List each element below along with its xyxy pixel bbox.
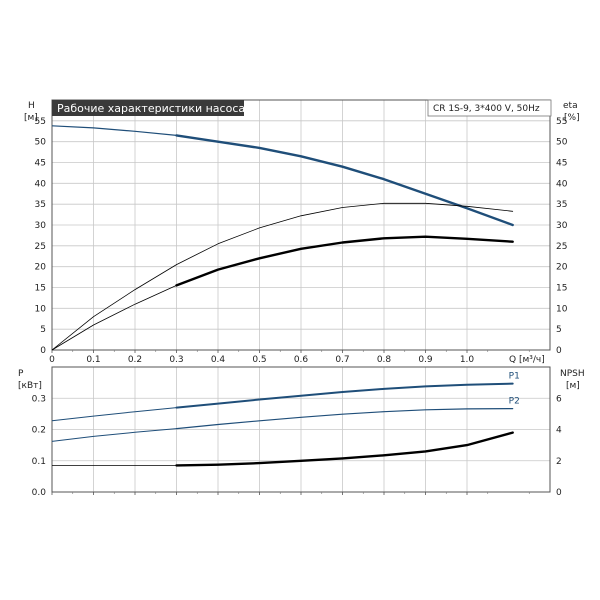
pump-label-box	[427, 99, 552, 117]
lower-right-tick-label: 2	[556, 457, 562, 467]
upper-left-tick-label: 55	[35, 117, 46, 127]
upper-left-tick-label: 30	[35, 221, 47, 231]
x-tick-label: 0.7	[335, 355, 349, 365]
series-line-2-thick	[175, 431, 514, 467]
x-tick-label: 0.9	[418, 355, 433, 365]
chart-title: Рабочие характеристики насоса	[57, 102, 245, 115]
upper-left-tick-label: 20	[35, 263, 47, 273]
upper-left-tick-label: 25	[35, 242, 46, 252]
upper-left-tick-label: 5	[40, 325, 46, 335]
x-tick-label: 0.4	[211, 355, 226, 365]
lower-right-tick-label: 0	[556, 488, 562, 498]
upper-left-tick-label: 15	[35, 284, 46, 294]
lower-left-tick-label: 0.3	[32, 394, 46, 404]
lower-left-tick-label: 0.0	[32, 488, 47, 498]
pump-label: CR 1S-9, 3*400 V, 50Hz	[433, 104, 540, 114]
upper-left-tick-label: 50	[35, 138, 47, 148]
lower-tick-labels: 0.0 0.1 0.2 0.3 0 2 4 6	[32, 394, 562, 498]
title-box	[52, 100, 244, 116]
x-axis-label: Q [м³/ч]	[509, 355, 545, 365]
upper-left-axis-label-1: H	[28, 101, 35, 111]
series-line-2-thick	[175, 235, 514, 287]
upper-right-tick-label: 25	[556, 242, 567, 252]
series-line-0-thick	[175, 382, 514, 409]
upper-right-tick-label: 45	[556, 159, 567, 169]
upper-right-tick-label: 30	[556, 221, 568, 231]
upper-grid	[51, 100, 550, 351]
x-tick-label: 0.6	[294, 355, 309, 365]
upper-series	[51, 125, 514, 351]
upper-left-tick-label: 35	[35, 200, 46, 210]
lower-left-tick-label: 0.1	[32, 457, 46, 467]
lower-left-tick-label: 0.2	[32, 426, 46, 436]
x-tick-label: 0.2	[128, 355, 142, 365]
upper-right-axis-label-2: [%]	[564, 113, 580, 123]
upper-tick-labels: 0 0.1 0.2 0.3 0.4 0.5 0.6 0.7 0.8 0.9 1.00 05 510 101…	[35, 117, 568, 365]
upper-right-tick-label: 55	[556, 117, 567, 127]
lower-grid	[51, 367, 550, 493]
x-tick-label: 0.8	[377, 355, 392, 365]
lower-series: P1 P2	[51, 372, 520, 467]
upper-right-axis-label-1: eta	[563, 101, 578, 111]
lower-left-axis-label-1: P	[18, 369, 24, 379]
lower-right-tick-label: 4	[556, 426, 562, 436]
series-line-2-thin	[51, 285, 177, 351]
lower-left-axis-label-2: [кВт]	[18, 381, 42, 391]
lower-right-tick-label: 6	[556, 394, 562, 404]
upper-left-axis-label-2: [м]	[24, 113, 38, 123]
series-line-1-thin	[51, 428, 177, 442]
upper-left-tick-label: 0	[40, 346, 46, 356]
series-line-0-thick	[175, 134, 514, 227]
upper-left-tick-label: 10	[35, 304, 47, 314]
upper-right-tick-label: 50	[556, 138, 568, 148]
upper-right-tick-label: 0	[556, 346, 562, 356]
lower-right-axis-label-1: NPSH	[560, 369, 585, 379]
upper-right-tick-label: 40	[556, 179, 568, 189]
series-line-0-thin	[51, 407, 177, 422]
series-label-p2: P2	[509, 397, 520, 407]
upper-right-tick-label: 20	[556, 263, 568, 273]
x-tick-label: 1.0	[460, 355, 475, 365]
x-tick-label: 0.3	[169, 355, 183, 365]
upper-left-tick-label: 40	[35, 179, 47, 189]
x-tick-label: 0.1	[86, 355, 100, 365]
series-line-1-thick	[175, 408, 514, 430]
x-tick-label: 0.5	[252, 355, 266, 365]
upper-right-tick-label: 35	[556, 200, 567, 210]
series-label-p1: P1	[509, 372, 520, 382]
series-line-1-thin	[51, 264, 177, 351]
series-line-1-thick	[176, 202, 514, 266]
upper-right-tick-label: 15	[556, 284, 567, 294]
upper-right-tick-label: 10	[556, 304, 568, 314]
upper-left-tick-label: 45	[35, 159, 46, 169]
series-line-0-thin	[51, 125, 177, 136]
lower-right-axis-label-2: [м]	[566, 381, 580, 391]
x-tick-label: 0	[49, 355, 55, 365]
upper-right-tick-label: 5	[556, 325, 562, 335]
